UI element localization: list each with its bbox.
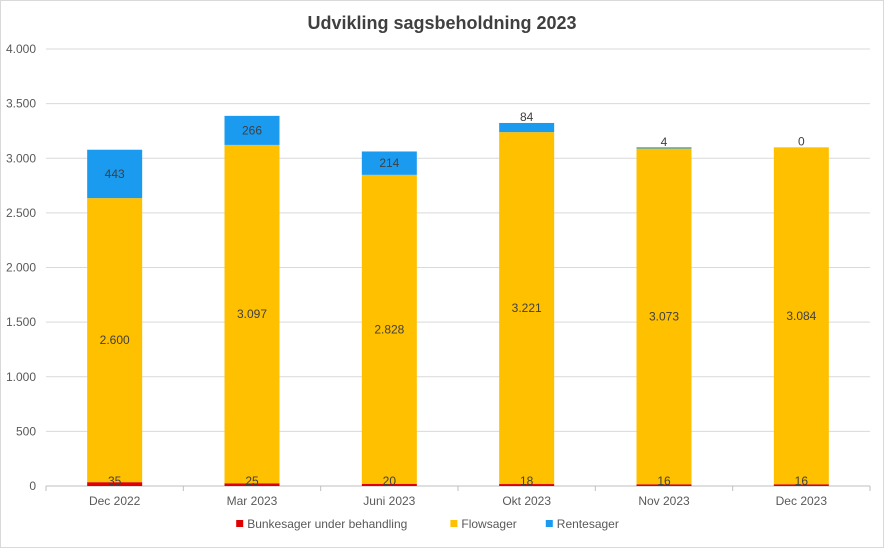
- bar-flowsager: [773, 147, 829, 485]
- legend-swatch: [545, 520, 553, 527]
- bar-bunkesager-under-behandling: [224, 483, 280, 486]
- legend-swatch: [450, 520, 458, 527]
- data-label: 3.221: [512, 301, 542, 315]
- bar-bunkesager-under-behandling: [87, 482, 143, 486]
- data-label: 266: [242, 123, 262, 137]
- data-label: 443: [105, 167, 125, 181]
- data-label: 0: [798, 134, 805, 148]
- x-tick-label: Dec 2022: [89, 494, 141, 508]
- bar-rentesager: [636, 147, 692, 149]
- legend-label: Rentesager: [557, 517, 619, 531]
- data-label: 25: [245, 474, 259, 488]
- data-label: 3.097: [237, 307, 267, 321]
- data-label: 2.828: [374, 322, 404, 336]
- data-label: 18: [520, 474, 534, 488]
- y-tick-label: 3.500: [6, 97, 36, 111]
- bars: [87, 115, 829, 486]
- y-axis-tick-labels: 0 500 1.000 1.500 2.000 2.500 3.000 3.500 4.000: [6, 42, 36, 493]
- bar-bunkesager-under-behandling: [773, 484, 829, 486]
- bar-rentesager: [361, 151, 417, 175]
- data-label: 84: [520, 110, 534, 124]
- bar-bunkesager-under-behandling: [361, 483, 417, 486]
- bar-flowsager: [224, 144, 280, 484]
- bar-bunkesager-under-behandling: [499, 484, 555, 486]
- data-label: 3.084: [786, 309, 816, 323]
- bar-rentesager: [224, 115, 280, 145]
- y-tick-label: 1.500: [6, 315, 36, 329]
- data-label: 20: [383, 474, 397, 488]
- bar-flowsager: [636, 148, 692, 485]
- data-label: 16: [657, 474, 671, 488]
- x-tick-label: Dec 2023: [776, 494, 828, 508]
- data-labels: 35 2.600 443 25 3.097 266 20 2.828 214 18 3.221 84 1…: [100, 110, 817, 488]
- y-tick-label: 1.000: [6, 370, 36, 384]
- y-tick-label: 0: [29, 479, 36, 493]
- x-tick-label: Mar 2023: [227, 494, 278, 508]
- legend: Bunkesager under behandling Flowsager Rent…: [236, 517, 619, 531]
- legend-label: Flowsager: [461, 517, 516, 531]
- bar-flowsager: [87, 198, 143, 483]
- legend-swatch: [236, 520, 244, 527]
- data-label: 16: [795, 474, 809, 488]
- bar-bunkesager-under-behandling: [636, 484, 692, 486]
- gridlines: [45, 48, 871, 491]
- data-label: 35: [108, 474, 122, 488]
- y-tick-label: 3.000: [6, 151, 36, 165]
- x-tick-label: Juni 2023: [363, 494, 415, 508]
- y-tick-label: 500: [16, 424, 36, 438]
- bar-rentesager: [87, 149, 143, 199]
- bar-flowsager: [499, 132, 555, 485]
- bar-flowsager: [361, 174, 417, 484]
- chart-title: Udvikling sagsbeholdning 2023: [307, 13, 576, 33]
- data-label: 4: [661, 135, 668, 149]
- legend-label: Bunkesager under behandling: [247, 517, 407, 531]
- data-label: 214: [379, 156, 399, 170]
- data-label: 2.600: [100, 333, 130, 347]
- y-tick-label: 2.000: [6, 261, 36, 275]
- x-tick-label: Nov 2023: [638, 494, 690, 508]
- y-tick-label: 2.500: [6, 206, 36, 220]
- y-tick-label: 4.000: [6, 42, 36, 56]
- bar-rentesager: [499, 122, 555, 133]
- x-axis-tick-labels: Dec 2022 Mar 2023 Juni 2023 Okt 2023 Nov 202…: [89, 494, 827, 508]
- x-tick-label: Okt 2023: [502, 494, 551, 508]
- data-label: 3.073: [649, 309, 679, 323]
